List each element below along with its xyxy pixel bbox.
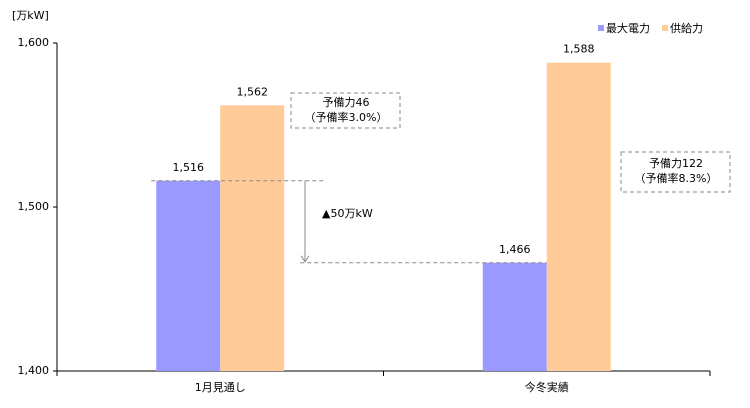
annotation-text: 予備力122 [649, 157, 703, 170]
annotation-box [620, 151, 731, 193]
bar [156, 180, 221, 371]
y-tick-label: 1,500 [18, 200, 50, 213]
legend-swatch [662, 25, 668, 31]
data-label: 1,516 [173, 161, 205, 174]
annotation-text: 予備力46 [323, 96, 370, 109]
bar [482, 262, 547, 371]
bar [220, 105, 285, 371]
data-label: 1,588 [563, 43, 595, 56]
data-label: 1,466 [499, 243, 531, 256]
legend-swatch [598, 25, 604, 31]
x-tick-label: 今冬実績 [525, 380, 569, 394]
bar [546, 62, 611, 372]
y-tick-label: 1,600 [18, 36, 50, 49]
y-tick-label: 1,400 [18, 364, 50, 377]
x-tick-label: 1月見通し [195, 381, 246, 394]
legend-label: 最大電力 [606, 21, 650, 35]
data-label: 1,562 [237, 85, 269, 98]
y-axis-label: [万kW] [12, 9, 49, 22]
arrow-head [300, 255, 310, 263]
annotation-box [290, 92, 401, 129]
annotation-text: （予備率3.0%） [305, 110, 388, 124]
difference-label: ▲50万kW [322, 207, 373, 220]
annotation-text: （予備率8.3%） [635, 171, 718, 185]
legend-label: 供給力 [670, 21, 703, 35]
